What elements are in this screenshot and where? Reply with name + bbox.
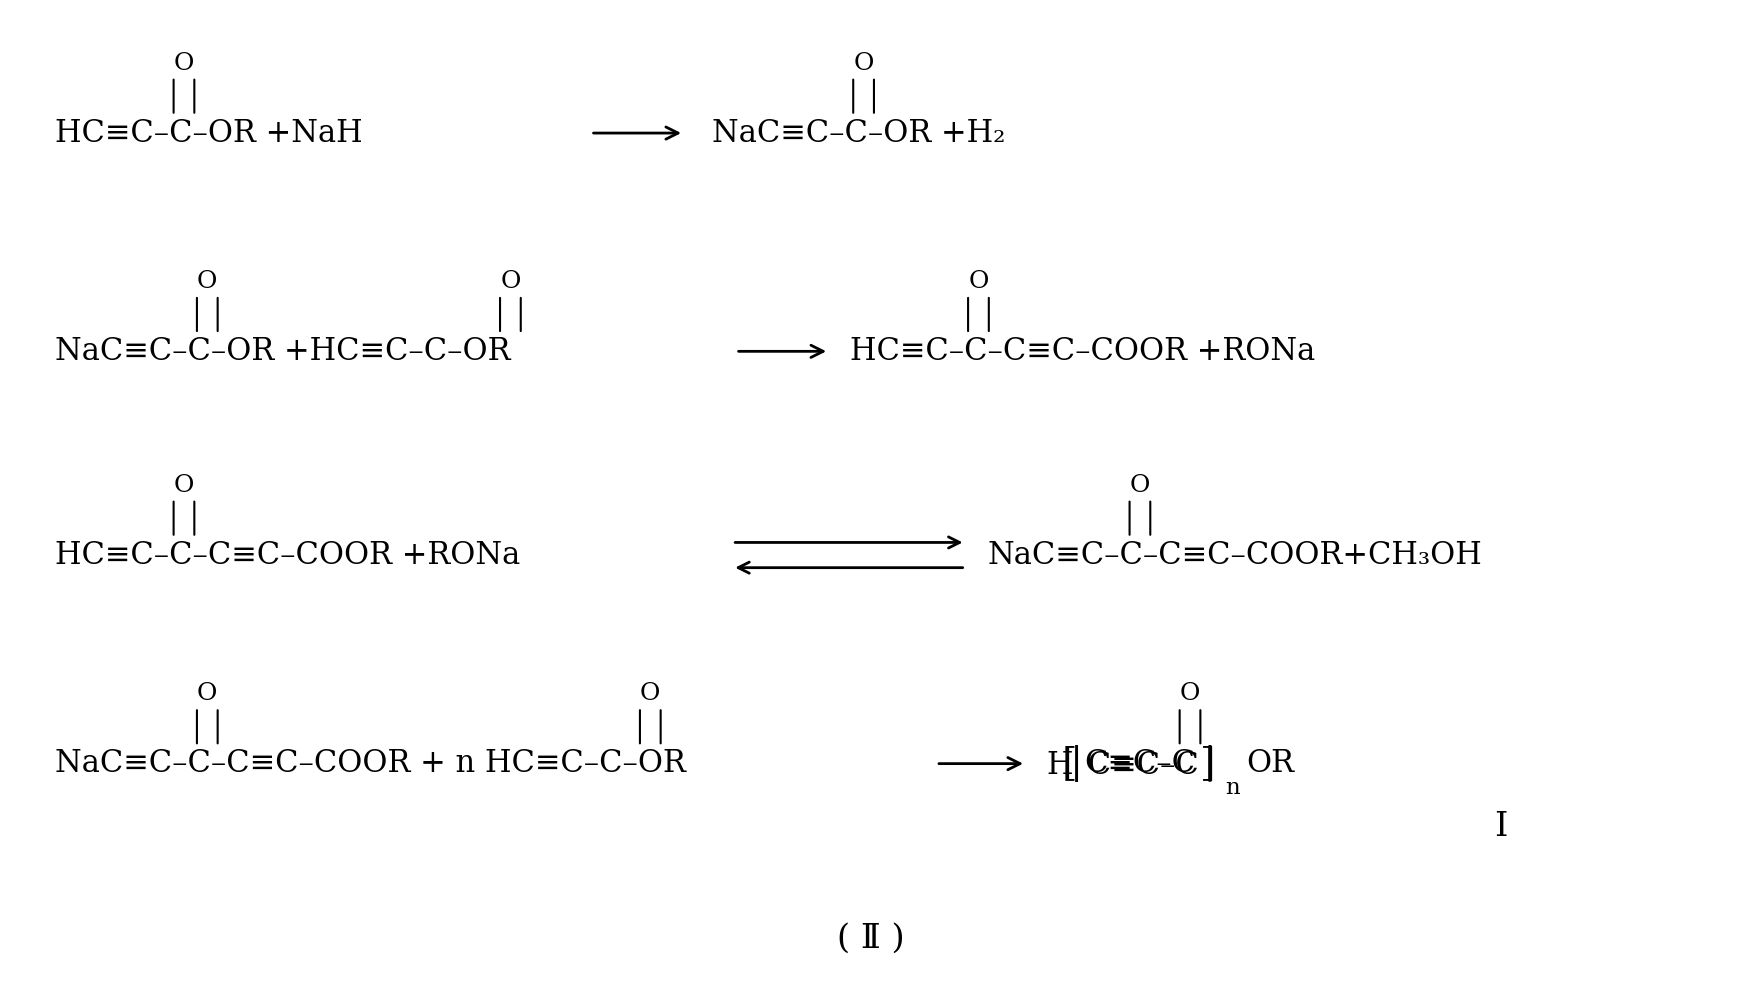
Text: NaC≡C–C–OR +HC≡C–C–OR: NaC≡C–C–OR +HC≡C–C–OR [56,336,510,367]
Text: ]: ] [1200,745,1215,782]
Text: O: O [641,682,660,706]
Text: HC≡C–C–C≡C–COOR +RONa: HC≡C–C–C≡C–COOR +RONa [850,336,1314,367]
Text: C≡C–C: C≡C–C [1085,748,1196,779]
Text: OR: OR [1247,748,1294,779]
Text: O: O [197,682,218,706]
Text: I: I [1494,811,1508,842]
Text: O: O [968,270,989,293]
Text: O: O [174,52,195,75]
Text: NaC≡C–C–C≡C–COOR + n HC≡C–C–OR: NaC≡C–C–C≡C–COOR + n HC≡C–C–OR [56,748,686,779]
Text: ( Ⅱ ): ( Ⅱ ) [837,922,904,954]
Text: O: O [853,52,874,75]
Text: NaC≡C–C–C≡C–COOR+CH₃OH: NaC≡C–C–C≡C–COOR+CH₃OH [987,539,1483,571]
Text: O: O [500,270,521,293]
Text: O: O [174,473,195,497]
Text: O: O [197,270,218,293]
Text: NaC≡C–C–OR +H₂: NaC≡C–C–OR +H₂ [712,117,1005,149]
Text: HC≡C–C–C≡C–COOR +RONa: HC≡C–C–C≡C–COOR +RONa [56,539,521,571]
Text: O: O [1130,473,1151,497]
Text: HC≡C–C–OR +NaH: HC≡C–C–OR +NaH [56,117,362,149]
Text: H⎢C≡C–C⎥: H⎢C≡C–C⎥ [1046,745,1215,782]
Text: O: O [1180,682,1200,706]
Text: n: n [1226,777,1240,799]
Text: [: [ [1062,745,1078,782]
